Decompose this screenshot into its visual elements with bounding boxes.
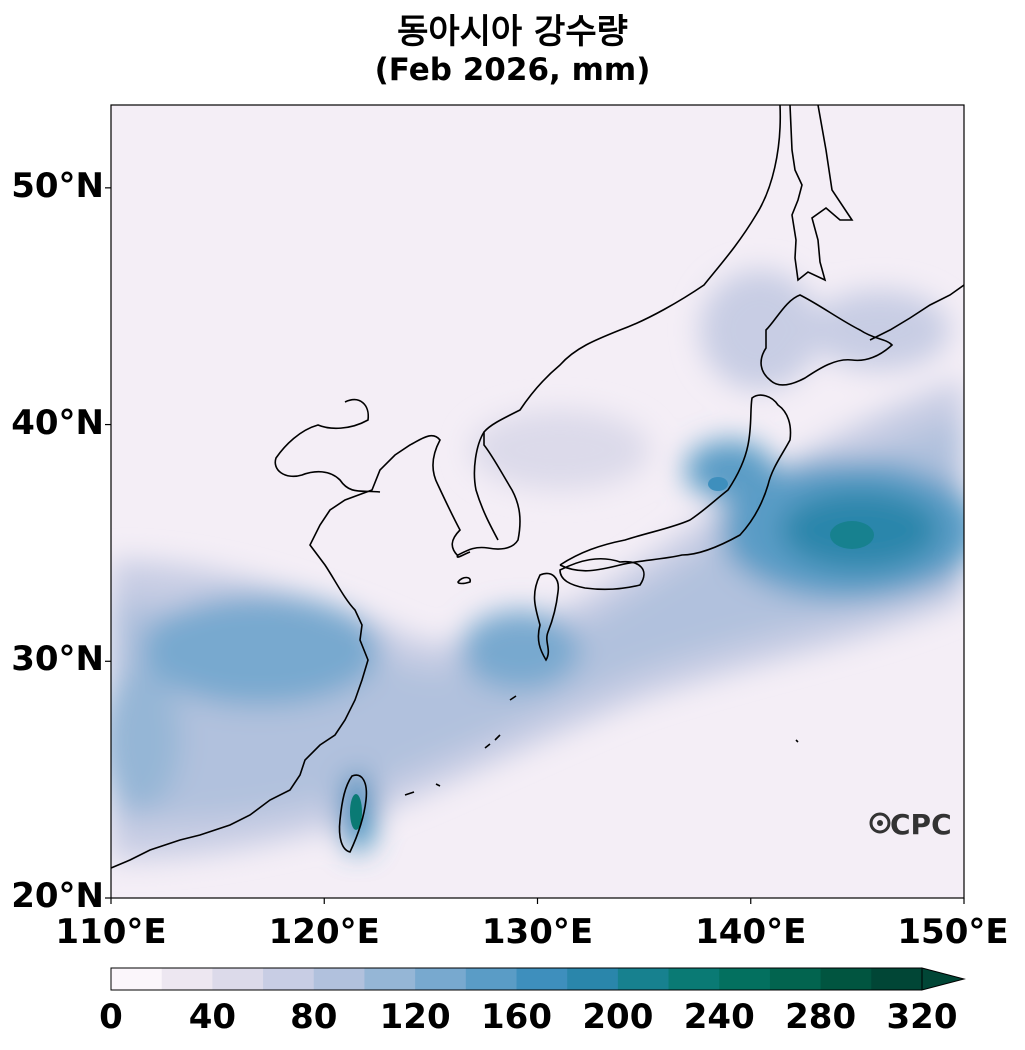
- lon-tick-label: 120°E: [268, 912, 380, 952]
- colorbar-bin: [313, 968, 365, 990]
- colorbar-bin: [820, 968, 872, 990]
- lon-tick-label: 110°E: [55, 912, 167, 952]
- map-title: 동아시아 강수량: [397, 12, 628, 52]
- colorbar-bin: [465, 968, 517, 990]
- colorbar-bin: [668, 968, 720, 990]
- map-subtitle: (Feb 2026, mm): [374, 52, 651, 88]
- lon-tick-label: 150°E: [897, 912, 1009, 952]
- svg-text:CPC: CPC: [890, 808, 952, 841]
- colorbar-tick-label: 200: [582, 997, 654, 1037]
- lat-tick-label: 20°N: [11, 876, 104, 916]
- colorbar-bin: [212, 968, 264, 990]
- colorbar-tick-label: 120: [379, 997, 451, 1037]
- coastlines: [111, 105, 964, 869]
- precipitation-field: CPC: [111, 105, 964, 898]
- cpc-logo: CPC: [869, 808, 952, 841]
- colorbar-bin: [567, 968, 619, 990]
- colorbar-tick-label: 240: [683, 997, 755, 1037]
- lat-tick-label: 50°N: [11, 165, 104, 206]
- lat-tick-label: 30°N: [11, 639, 104, 680]
- colorbar-bin: [516, 968, 568, 990]
- colorbar-tick-label: 320: [886, 997, 958, 1037]
- colorbar: [110, 967, 966, 991]
- colorbar-tick-label: 0: [99, 997, 123, 1037]
- colorbar-bin: [769, 968, 822, 990]
- colorbar-frame: [110, 967, 922, 991]
- lat-tick-label: 40°N: [11, 402, 104, 443]
- colorbar-bin: [111, 968, 163, 990]
- colorbar-bin: [161, 968, 213, 990]
- lon-tick-label: 140°E: [695, 912, 807, 952]
- colorbar-bin: [871, 968, 923, 990]
- lon-tick-label: 130°E: [481, 912, 594, 952]
- colorbar-bin: [263, 968, 315, 990]
- colorbar-bin: [364, 968, 416, 990]
- colorbar-bin: [719, 968, 771, 990]
- colorbar-tick-label: 280: [785, 997, 857, 1037]
- colorbar-tick-label: 160: [481, 997, 552, 1037]
- colorbar-extend-arrow: [921, 967, 966, 991]
- colorbar-bin: [415, 968, 467, 990]
- colorbar-tick-label: 40: [188, 997, 237, 1037]
- colorbar-bin: [617, 968, 670, 990]
- colorbar-tick-label: 80: [290, 997, 338, 1037]
